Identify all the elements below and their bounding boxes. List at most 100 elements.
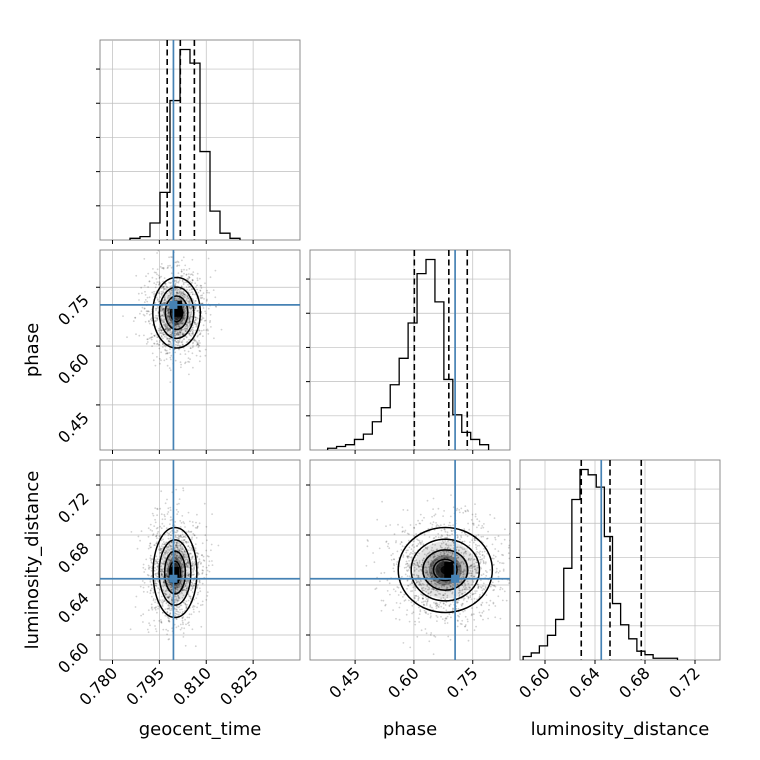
scatter-point: [192, 608, 195, 611]
scatter-point: [396, 586, 399, 588]
scatter-point: [442, 515, 444, 517]
scatter-point: [193, 584, 196, 587]
scatter-point: [422, 597, 424, 600]
scatter-point: [155, 574, 157, 577]
scatter-point: [449, 524, 452, 527]
scatter-point: [476, 567, 479, 569]
scatter-point: [175, 612, 178, 615]
scatter-point: [178, 592, 181, 595]
scatter-point: [179, 333, 181, 336]
scatter-point: [182, 564, 185, 567]
scatter-point: [491, 557, 494, 560]
scatter-point: [177, 288, 180, 291]
scatter-point: [210, 549, 212, 552]
scatter-point: [382, 599, 385, 602]
scatter-point: [426, 599, 429, 601]
scatter-point: [165, 573, 168, 575]
scatter-point: [156, 508, 159, 511]
scatter-point: [150, 561, 153, 564]
scatter-point: [462, 610, 465, 613]
scatter-point: [436, 548, 439, 551]
scatter-point: [183, 308, 185, 311]
scatter-point: [188, 575, 191, 578]
histogram-step-geocent_time: [129, 48, 241, 240]
scatter-point: [179, 534, 182, 537]
scatter-point: [167, 340, 170, 342]
scatter-point: [194, 323, 197, 326]
scatter-point: [402, 509, 405, 511]
scatter-point: [184, 281, 187, 284]
scatter-point: [155, 283, 158, 286]
scatter-point: [189, 334, 191, 337]
scatter-point: [164, 590, 167, 593]
scatter-point: [187, 278, 190, 280]
scatter-point: [456, 560, 459, 563]
scatter-point: [395, 541, 397, 544]
scatter-point: [476, 564, 479, 567]
scatter-point: [464, 591, 466, 594]
scatter-point: [183, 588, 186, 591]
scatter-point: [193, 534, 196, 537]
scatter-point: [191, 352, 194, 355]
scatter-point: [413, 603, 415, 605]
scatter-point: [143, 301, 146, 304]
scatter-point: [443, 523, 446, 526]
scatter-point: [198, 329, 200, 332]
scatter-point: [175, 626, 178, 629]
scatter-point: [167, 575, 170, 578]
scatter-point: [143, 258, 146, 260]
scatter-point: [181, 575, 184, 577]
scatter-point: [455, 509, 458, 512]
scatter-point: [457, 549, 460, 552]
scatter-point: [161, 319, 164, 321]
scatter-point: [155, 584, 157, 587]
scatter-point: [411, 612, 413, 615]
scatter-point: [190, 329, 193, 331]
scatter-point: [435, 583, 438, 586]
scatter-point: [198, 558, 201, 561]
scatter-point: [178, 585, 181, 588]
scatter-point: [413, 527, 416, 529]
scatter-point: [187, 579, 190, 582]
scatter-point: [182, 328, 185, 331]
scatter-point: [171, 332, 174, 334]
scatter-point: [151, 352, 154, 355]
scatter-point: [184, 603, 187, 606]
scatter-point: [479, 558, 481, 561]
scatter-point: [461, 592, 463, 595]
scatter-point: [440, 534, 443, 537]
scatter-point: [151, 345, 154, 348]
scatter-point: [177, 556, 180, 559]
scatter-point: [513, 552, 515, 554]
contour-level-2: [158, 539, 192, 606]
scatter-point: [412, 550, 414, 552]
scatter-point: [159, 265, 162, 268]
scatter-point: [160, 263, 163, 265]
scatter-point: [137, 292, 140, 295]
scatter-point: [167, 607, 169, 610]
scatter-point: [173, 584, 176, 587]
scatter-point: [451, 586, 454, 589]
scatter-point: [389, 524, 392, 526]
scatter-point: [432, 537, 435, 540]
scatter-point: [167, 329, 169, 332]
scatter-point: [176, 331, 179, 334]
scatter-point: [184, 307, 187, 309]
scatter-point: [175, 544, 178, 547]
scatter-point: [182, 306, 185, 308]
scatter-point: [177, 334, 179, 336]
scatter-point: [154, 625, 156, 627]
scatter-point: [465, 569, 468, 572]
scatter-point: [185, 607, 188, 610]
scatter-point: [418, 552, 420, 555]
scatter-point: [175, 324, 177, 327]
scatter-point: [470, 565, 473, 567]
scatter-point: [415, 581, 418, 584]
scatter-point: [193, 339, 196, 342]
scatter-point: [193, 338, 196, 340]
scatter-point: [162, 600, 165, 602]
scatter-point: [484, 570, 487, 572]
scatter-point: [154, 521, 157, 524]
scatter-point: [206, 291, 209, 294]
scatter-point: [155, 606, 158, 608]
